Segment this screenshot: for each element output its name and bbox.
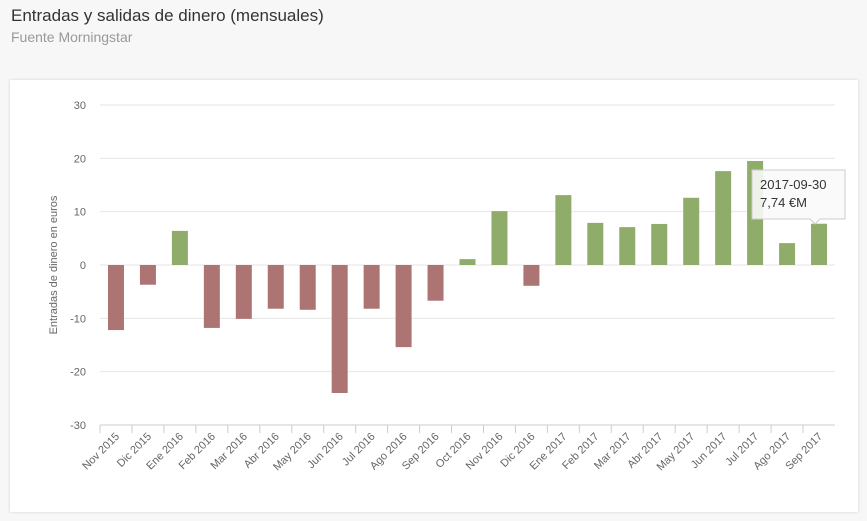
bar[interactable]	[395, 265, 412, 348]
bar[interactable]	[555, 195, 572, 265]
bar[interactable]	[587, 222, 604, 265]
bar[interactable]	[779, 243, 796, 265]
bar[interactable]	[651, 223, 668, 265]
bar[interactable]	[715, 171, 732, 265]
y-tick-label: -10	[70, 313, 86, 325]
y-tick-label: 30	[74, 100, 86, 112]
x-tick-label: Nov 2015	[80, 431, 122, 473]
bar[interactable]	[107, 265, 124, 331]
y-axis-label: Entradas de dinero en euros	[48, 195, 60, 334]
y-tick-label: -30	[70, 420, 86, 432]
bar[interactable]	[139, 265, 156, 285]
bar[interactable]	[203, 265, 220, 328]
bar[interactable]	[619, 227, 636, 265]
bar[interactable]	[459, 259, 476, 265]
bar[interactable]	[235, 265, 252, 319]
tooltip-date: 2017-09-30	[760, 177, 827, 192]
chart-subtitle: Fuente Morningstar	[11, 29, 133, 45]
tooltip: 2017-09-30 7,74 €M	[751, 169, 846, 225]
tooltip-value: 7,74 €M	[760, 195, 807, 210]
bar[interactable]	[171, 230, 188, 265]
y-tick-label: -20	[70, 367, 86, 379]
bar[interactable]	[299, 265, 316, 310]
bar[interactable]	[331, 265, 348, 393]
bar[interactable]	[523, 265, 540, 286]
y-tick-label: 10	[74, 207, 86, 219]
bar[interactable]	[491, 211, 508, 265]
bar[interactable]	[363, 265, 380, 309]
tooltip-box	[751, 169, 846, 225]
bar[interactable]	[427, 265, 444, 301]
y-tick-label: 20	[74, 153, 86, 165]
bar[interactable]	[811, 223, 828, 265]
y-tick-label: 0	[80, 260, 86, 272]
bar[interactable]	[683, 197, 700, 265]
chart-title: Entradas y salidas de dinero (mensuales)	[11, 6, 324, 25]
bar[interactable]	[267, 265, 284, 309]
